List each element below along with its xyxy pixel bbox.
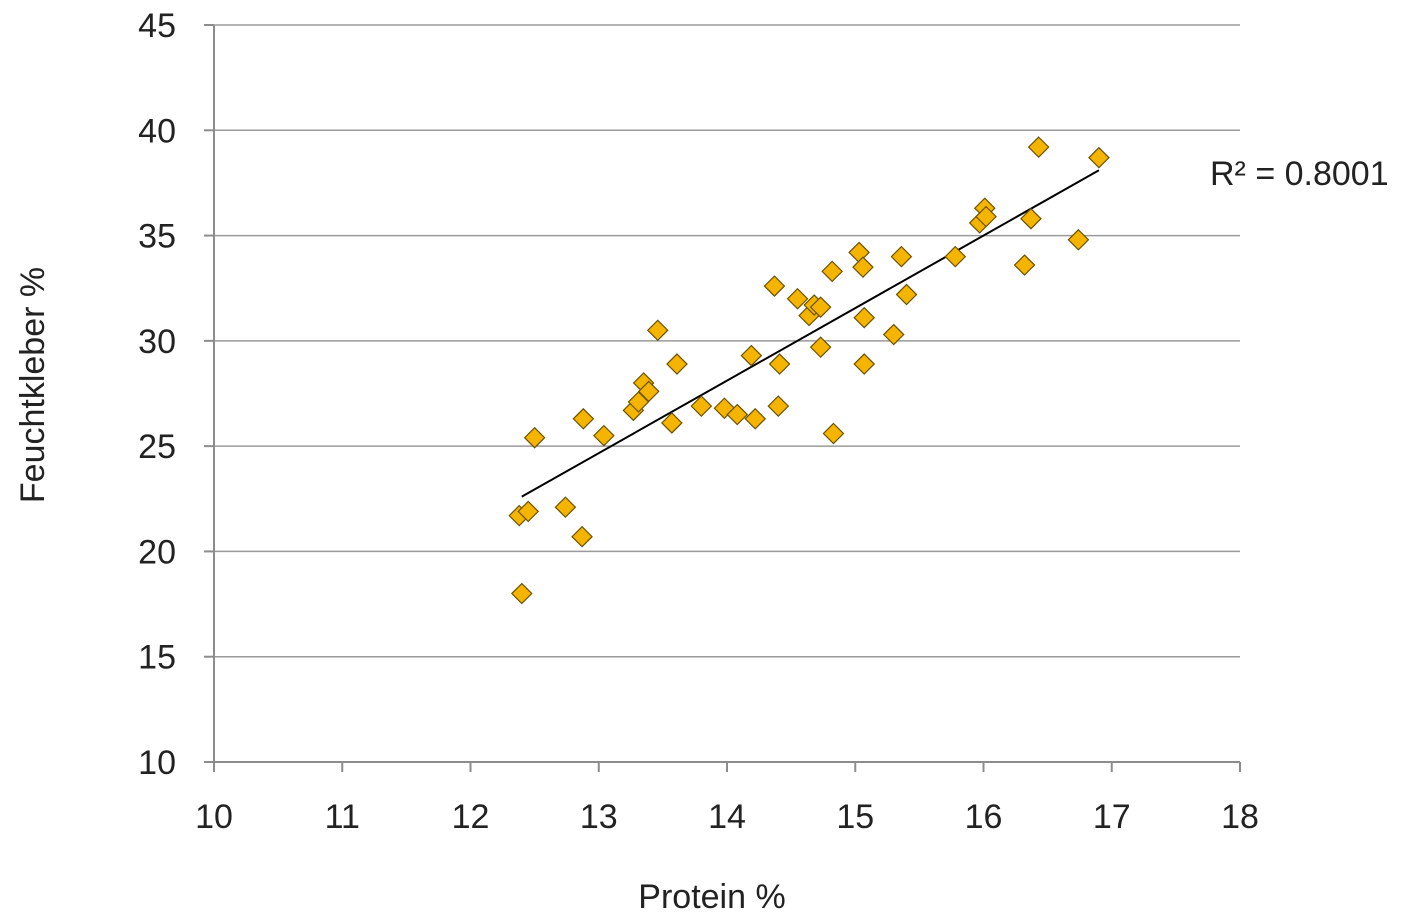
data-point	[690, 395, 713, 417]
x-tick-label: 14	[708, 798, 746, 836]
data-point	[822, 422, 845, 445]
data-point	[510, 582, 533, 605]
data-point	[1013, 254, 1036, 276]
data-point	[523, 426, 546, 449]
data-point	[1027, 136, 1050, 158]
data-point	[768, 353, 791, 375]
data-point	[975, 205, 997, 228]
r-squared-label: R² = 0.8001	[1210, 155, 1389, 193]
x-tick-label: 13	[580, 798, 618, 836]
data-point	[740, 344, 763, 367]
trendline	[521, 169, 1100, 498]
data-point	[852, 256, 874, 279]
data-point	[1067, 228, 1090, 251]
data-point	[890, 245, 913, 268]
y-tick-label: 40	[138, 112, 176, 150]
data-point	[646, 319, 669, 342]
x-ticks: 10 11 12 13 14 15 16 17 18	[195, 762, 1259, 836]
x-axis-title: Protein %	[638, 878, 785, 916]
data-point	[767, 395, 790, 417]
data-point	[821, 260, 844, 283]
grid-lines	[214, 24, 1240, 658]
y-ticks: 10 15 20 25 30 35 40 45	[138, 7, 214, 782]
data-point	[572, 407, 595, 430]
x-tick-label: 10	[195, 798, 233, 836]
data-point	[726, 403, 749, 426]
x-tick-label: 12	[452, 798, 490, 836]
y-tick-label: 20	[138, 533, 176, 571]
data-point	[944, 245, 967, 268]
data-point	[809, 296, 832, 319]
data-point	[848, 241, 870, 264]
data-point	[1020, 207, 1042, 230]
data-point	[661, 412, 683, 434]
x-tick-label: 17	[1093, 798, 1131, 836]
data-point	[666, 353, 688, 375]
data-point	[763, 275, 786, 297]
data-point	[554, 496, 577, 519]
data-point	[786, 287, 809, 310]
y-tick-label: 35	[138, 218, 176, 256]
y-tick-label: 15	[138, 639, 176, 677]
data-point	[1088, 146, 1110, 169]
y-tick-label: 25	[138, 428, 176, 466]
axes	[213, 25, 1240, 763]
data-point	[853, 353, 876, 375]
y-tick-label: 30	[138, 323, 176, 361]
data-point	[571, 525, 593, 548]
data-point	[895, 283, 918, 306]
x-tick-label: 15	[836, 798, 874, 836]
y-tick-label: 10	[138, 744, 176, 782]
data-point	[809, 336, 832, 359]
data-points	[508, 136, 1110, 605]
y-axis-title: Feuchtkleber %	[14, 267, 52, 503]
data-point	[744, 407, 767, 430]
x-tick-label: 11	[325, 798, 360, 836]
data-point	[853, 306, 876, 329]
x-tick-label: 18	[1221, 798, 1259, 836]
x-tick-label: 16	[965, 798, 1003, 836]
data-point	[882, 323, 905, 346]
data-point	[593, 424, 615, 447]
data-point	[517, 500, 540, 523]
y-tick-label: 45	[138, 7, 176, 45]
data-point	[637, 380, 660, 403]
